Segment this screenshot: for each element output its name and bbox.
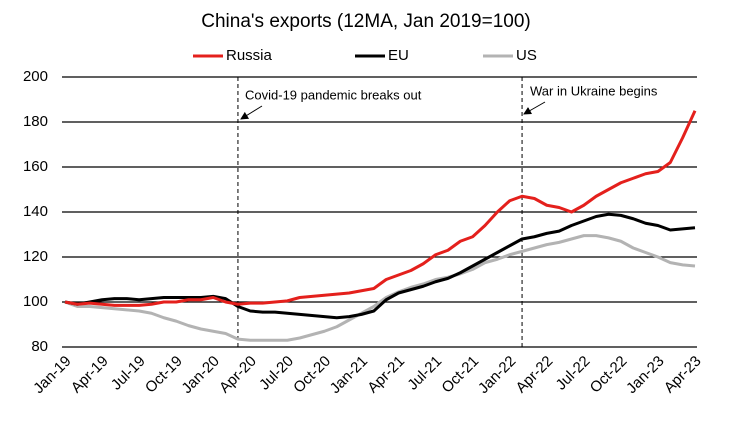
x-tick-label: Jan-19 xyxy=(30,353,74,397)
x-tick-label: Oct-22 xyxy=(587,353,631,397)
series-line xyxy=(64,110,697,307)
x-tick-label: Apr-23 xyxy=(661,353,705,397)
y-tick-label: 80 xyxy=(31,338,48,355)
series-line xyxy=(64,212,696,320)
legend-label: EU xyxy=(388,47,409,64)
annotation-box xyxy=(242,85,425,105)
x-tick-label: Jul-20 xyxy=(256,353,297,394)
x-tick-label: Jul-22 xyxy=(553,353,594,394)
legend-label: Russia xyxy=(226,47,273,64)
annotation: War in Ukraine begins xyxy=(530,83,658,98)
x-tick-label: Apr-20 xyxy=(216,353,260,397)
x-tick-label: Jan-22 xyxy=(475,353,519,397)
legend-label: US xyxy=(516,47,537,64)
series-line xyxy=(64,234,696,342)
x-tick-label: Jul-21 xyxy=(404,353,445,394)
chart-title: China's exports (12MA, Jan 2019=100) xyxy=(201,11,530,32)
y-tick-label: 100 xyxy=(23,293,48,310)
annotation-box xyxy=(527,81,661,101)
y-tick-label: 200 xyxy=(23,68,48,85)
annotation-arrow xyxy=(240,105,263,120)
x-tick-label: Apr-19 xyxy=(68,353,112,397)
y-tick-label: 120 xyxy=(23,248,48,265)
x-tick-label: Jan-20 xyxy=(178,353,222,397)
x-tick-label: Jul-19 xyxy=(108,353,149,394)
x-tick-label: Jan-21 xyxy=(327,353,371,397)
y-tick-label: 140 xyxy=(23,203,48,220)
x-tick-label: Apr-21 xyxy=(364,353,408,397)
annotation: Covid-19 pandemic breaks out xyxy=(245,87,422,102)
y-tick-label: 160 xyxy=(23,158,48,175)
x-tick-label: Oct-21 xyxy=(438,353,482,397)
y-tick-label: 180 xyxy=(23,113,48,130)
x-tick-label: Jan-23 xyxy=(623,353,667,397)
x-tick-label: Oct-20 xyxy=(290,353,334,397)
annotation-arrow xyxy=(523,101,546,115)
x-tick-label: Oct-19 xyxy=(142,353,186,397)
x-tick-label: Apr-22 xyxy=(513,353,557,397)
